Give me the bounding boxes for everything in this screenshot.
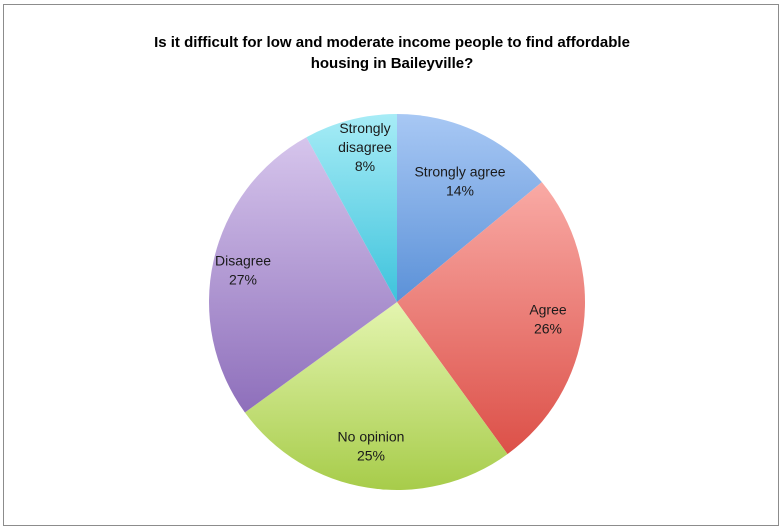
pie-slice-strongly-agree [397, 114, 542, 302]
slice-label-strongly-disagree: Strongly disagree 8% [338, 120, 392, 174]
slice-label-no-opinion: No opinion 25% [338, 429, 405, 464]
pie-slice-disagree [208, 137, 397, 413]
slice-name-strongly-disagree: disagree [338, 139, 392, 155]
slice-value-strongly-agree: 14% [446, 183, 474, 199]
pie-slices [208, 114, 586, 491]
slice-value-disagree: 27% [229, 272, 257, 288]
slice-name-agree: Agree [529, 302, 567, 318]
slice-value-agree: 26% [534, 321, 562, 337]
pie-slice-strongly-disagree [306, 114, 397, 302]
slice-name-disagree: Disagree [215, 253, 271, 269]
slice-label-agree: Agree 26% [529, 302, 567, 337]
slice-name-strongly-disagree: Strongly [339, 120, 390, 136]
slice-value-strongly-disagree: 8% [355, 158, 375, 174]
slice-label-disagree: Disagree 27% [215, 253, 271, 288]
chart-title: Is it difficult for low and moderate inc… [0, 32, 784, 74]
slice-name-no-opinion: No opinion [338, 429, 405, 445]
slice-value-no-opinion: 25% [357, 448, 385, 464]
pie-slice-no-opinion [244, 302, 508, 491]
slice-label-strongly-agree: Strongly agree 14% [414, 164, 505, 199]
chart-title-line-1: Is it difficult for low and moderate inc… [154, 34, 630, 51]
chart-title-line-2: housing in Baileyville? [310, 55, 474, 72]
pie-slice-agree [397, 182, 586, 455]
slice-name-strongly-agree: Strongly agree [414, 164, 505, 180]
pie-labels: Strongly agree 14% Agree 26% No opinion 25% Di… [215, 120, 567, 464]
